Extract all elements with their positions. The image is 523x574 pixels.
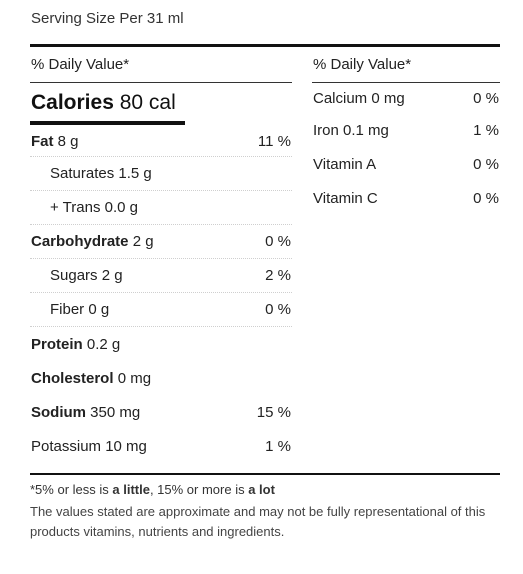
daily-value-header-right: % Daily Value*: [312, 47, 500, 83]
nutrient-amount: 2 g: [101, 267, 123, 284]
nutrient-label: Potassium 10 mg: [30, 438, 147, 455]
nutrient-percent: 1 %: [473, 121, 499, 139]
nutrient-row: Calcium 0 mg 0 %: [312, 83, 500, 113]
nutrient-percent: 1 %: [265, 437, 291, 455]
nutrient-name: Iron: [313, 121, 339, 139]
calories-label: Calories: [31, 91, 114, 114]
nutrient-row: Sugars 2 g 2 %: [30, 259, 292, 293]
left-column: % Daily Value* Calories 80 cal Fat 8 g 11…: [30, 47, 292, 463]
nutrient-name: Carbohydrate: [31, 233, 129, 250]
nutrient-row: Vitamin C 0 %: [312, 181, 500, 215]
nutrient-amount: 8 g: [57, 133, 79, 150]
nutrient-amount: 350 mg: [90, 403, 141, 421]
nutrient-amount: 2 g: [132, 233, 154, 250]
nutrient-label: Sugars 2 g: [30, 267, 123, 284]
nutrient-amount: 1.5 g: [118, 165, 152, 182]
calories-value: 80 cal: [119, 91, 176, 114]
footnote-lot: a lot: [248, 482, 275, 497]
nutrient-percent: 0 %: [265, 301, 291, 318]
nutrient-amount: 0.2 g: [86, 335, 121, 353]
nutrient-percent: 11 %: [257, 133, 291, 150]
nutrient-percent: 0 %: [473, 189, 499, 207]
nutrient-row: Fiber 0 g 0 %: [30, 293, 292, 327]
nutrient-row: Carbohydrate 2 g 0 %: [30, 225, 292, 259]
nutrient-label: Vitamin C: [312, 190, 378, 207]
nutrient-name: + Trans: [50, 199, 101, 216]
serving-size: Serving Size Per 31 ml: [31, 10, 184, 27]
nutrient-name: Protein: [31, 335, 83, 353]
nutrient-label: Fat 8 g: [30, 133, 79, 150]
nutrient-name: Sugars: [50, 267, 98, 284]
nutrient-amount: 0.0 g: [104, 199, 138, 216]
right-nutrient-list: Calcium 0 mg 0 % Iron 0.1 mg 1 % Vitamin A 0 …: [312, 83, 500, 215]
nutrient-label: Calcium 0 mg: [312, 90, 405, 107]
nutrient-row: Fat 8 g 11 %: [30, 127, 292, 157]
calories-rule: [30, 121, 185, 125]
nutrient-label: Vitamin A: [312, 156, 376, 173]
nutrient-percent: 2 %: [265, 267, 291, 284]
daily-value-header-left: % Daily Value*: [30, 47, 292, 83]
nutrient-label: Cholesterol 0 mg: [30, 370, 151, 387]
nutrient-label: Protein 0.2 g: [30, 336, 120, 353]
nutrient-row: Protein 0.2 g: [30, 327, 292, 361]
nutrient-row: Sodium 350 mg 15 %: [30, 395, 292, 429]
calories-text: Calories 80 cal: [31, 91, 176, 115]
footnote-prefix: *5% or less is: [30, 482, 113, 497]
footnote-middle: , 15% or more is: [149, 482, 249, 497]
nutrient-amount: 0 mg: [117, 369, 152, 387]
nutrient-name: Potassium: [31, 437, 102, 455]
nutrient-row: Iron 0.1 mg 1 %: [312, 113, 500, 147]
nutrient-row: Cholesterol 0 mg: [30, 361, 292, 395]
nutrient-name: Fiber: [50, 301, 85, 318]
nutrient-amount: 10 mg: [105, 437, 147, 455]
footnote-little: a little: [112, 482, 150, 497]
nutrient-amount: 0 mg: [371, 90, 405, 107]
nutrient-label: + Trans 0.0 g: [30, 199, 138, 216]
nutrient-label: Saturates 1.5 g: [30, 165, 152, 182]
nutrient-name: Vitamin A: [313, 155, 377, 173]
nutrient-row: Potassium 10 mg 1 %: [30, 429, 292, 463]
nutrient-name: Vitamin C: [313, 189, 378, 207]
footnote: *5% or less is a little, 15% or more is …: [30, 481, 500, 498]
nutrient-percent: 0 %: [265, 233, 291, 250]
nutrient-name: Calcium: [313, 90, 368, 107]
top-rule: [30, 44, 500, 47]
nutrient-name: Cholesterol: [31, 369, 114, 387]
nutrient-amount: 0.1 mg: [343, 121, 389, 139]
nutrient-row: Vitamin A 0 %: [312, 147, 500, 181]
nutrient-label: Sodium 350 mg: [30, 404, 140, 421]
nutrient-amount: 0 g: [88, 301, 110, 318]
nutrient-name: Saturates: [50, 165, 115, 182]
nutrient-row: + Trans 0.0 g: [30, 191, 292, 225]
disclaimer: The values stated are approximate and ma…: [30, 504, 486, 539]
nutrient-percent: 0 %: [473, 155, 499, 173]
nutrient-label: Fiber 0 g: [30, 301, 109, 318]
nutrient-name: Fat: [31, 133, 54, 150]
nutrient-percent: 0 %: [473, 90, 499, 107]
nutrient-name: Sodium: [31, 403, 86, 421]
nutrient-label: Iron 0.1 mg: [312, 122, 389, 139]
left-nutrient-list: Fat 8 g 11 % Saturates 1.5 g + Trans 0.0 g C…: [30, 127, 292, 463]
nutrient-row: Saturates 1.5 g: [30, 157, 292, 191]
calories-block: Calories 80 cal: [30, 83, 292, 127]
right-column: % Daily Value* Calcium 0 mg 0 % Iron 0.1 m…: [312, 47, 500, 215]
nutrient-label: Carbohydrate 2 g: [30, 233, 154, 250]
bottom-rule: [30, 473, 500, 475]
nutrient-percent: 15 %: [256, 403, 291, 421]
